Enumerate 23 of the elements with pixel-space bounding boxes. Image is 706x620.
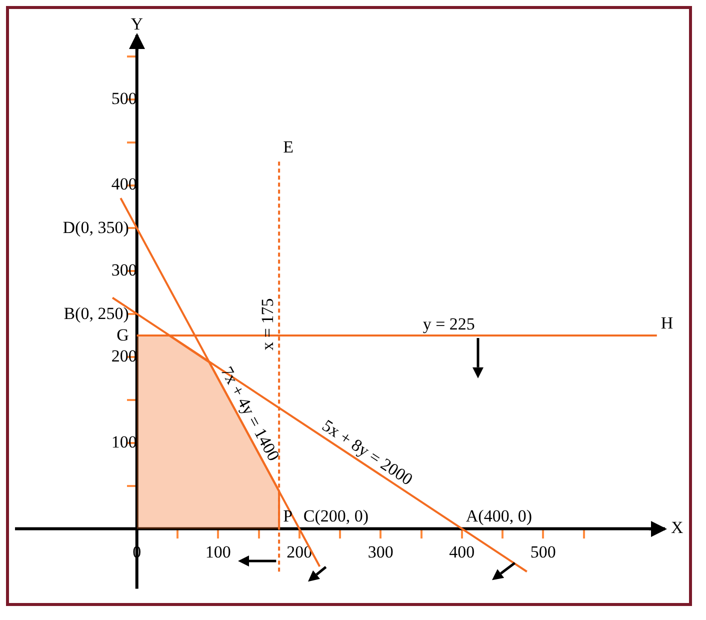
- text: 7x + 4y = 1400: [217, 363, 284, 464]
- annotation: C(200, 0): [303, 506, 369, 526]
- text: x = 175: [258, 298, 278, 350]
- text: 5x + 8y = 2000: [318, 416, 416, 490]
- x-axis-title: X: [671, 518, 684, 538]
- y-tick-label: 300: [111, 260, 137, 280]
- annotation: P: [283, 506, 293, 526]
- x-tick-label: 300: [368, 542, 394, 562]
- y-axis-title: Y: [130, 14, 144, 34]
- x-tick-label: 100: [205, 542, 231, 562]
- y-tick-label: 400: [111, 174, 137, 194]
- annotation: H: [660, 313, 674, 332]
- y-tick-label: 500: [111, 88, 137, 108]
- y-tick-label: 100: [111, 432, 137, 452]
- series-label: y = 225: [422, 314, 475, 334]
- annotation: D(0, 350): [62, 218, 129, 238]
- annotation: E: [283, 137, 294, 156]
- annotation: G: [116, 325, 129, 344]
- x-tick-label: 400: [449, 542, 475, 562]
- x-tick-label: 500: [530, 542, 556, 562]
- annotation: B(0, 250): [64, 304, 129, 324]
- y-tick-label: 200: [111, 346, 137, 366]
- annotation: A(400, 0): [466, 506, 532, 526]
